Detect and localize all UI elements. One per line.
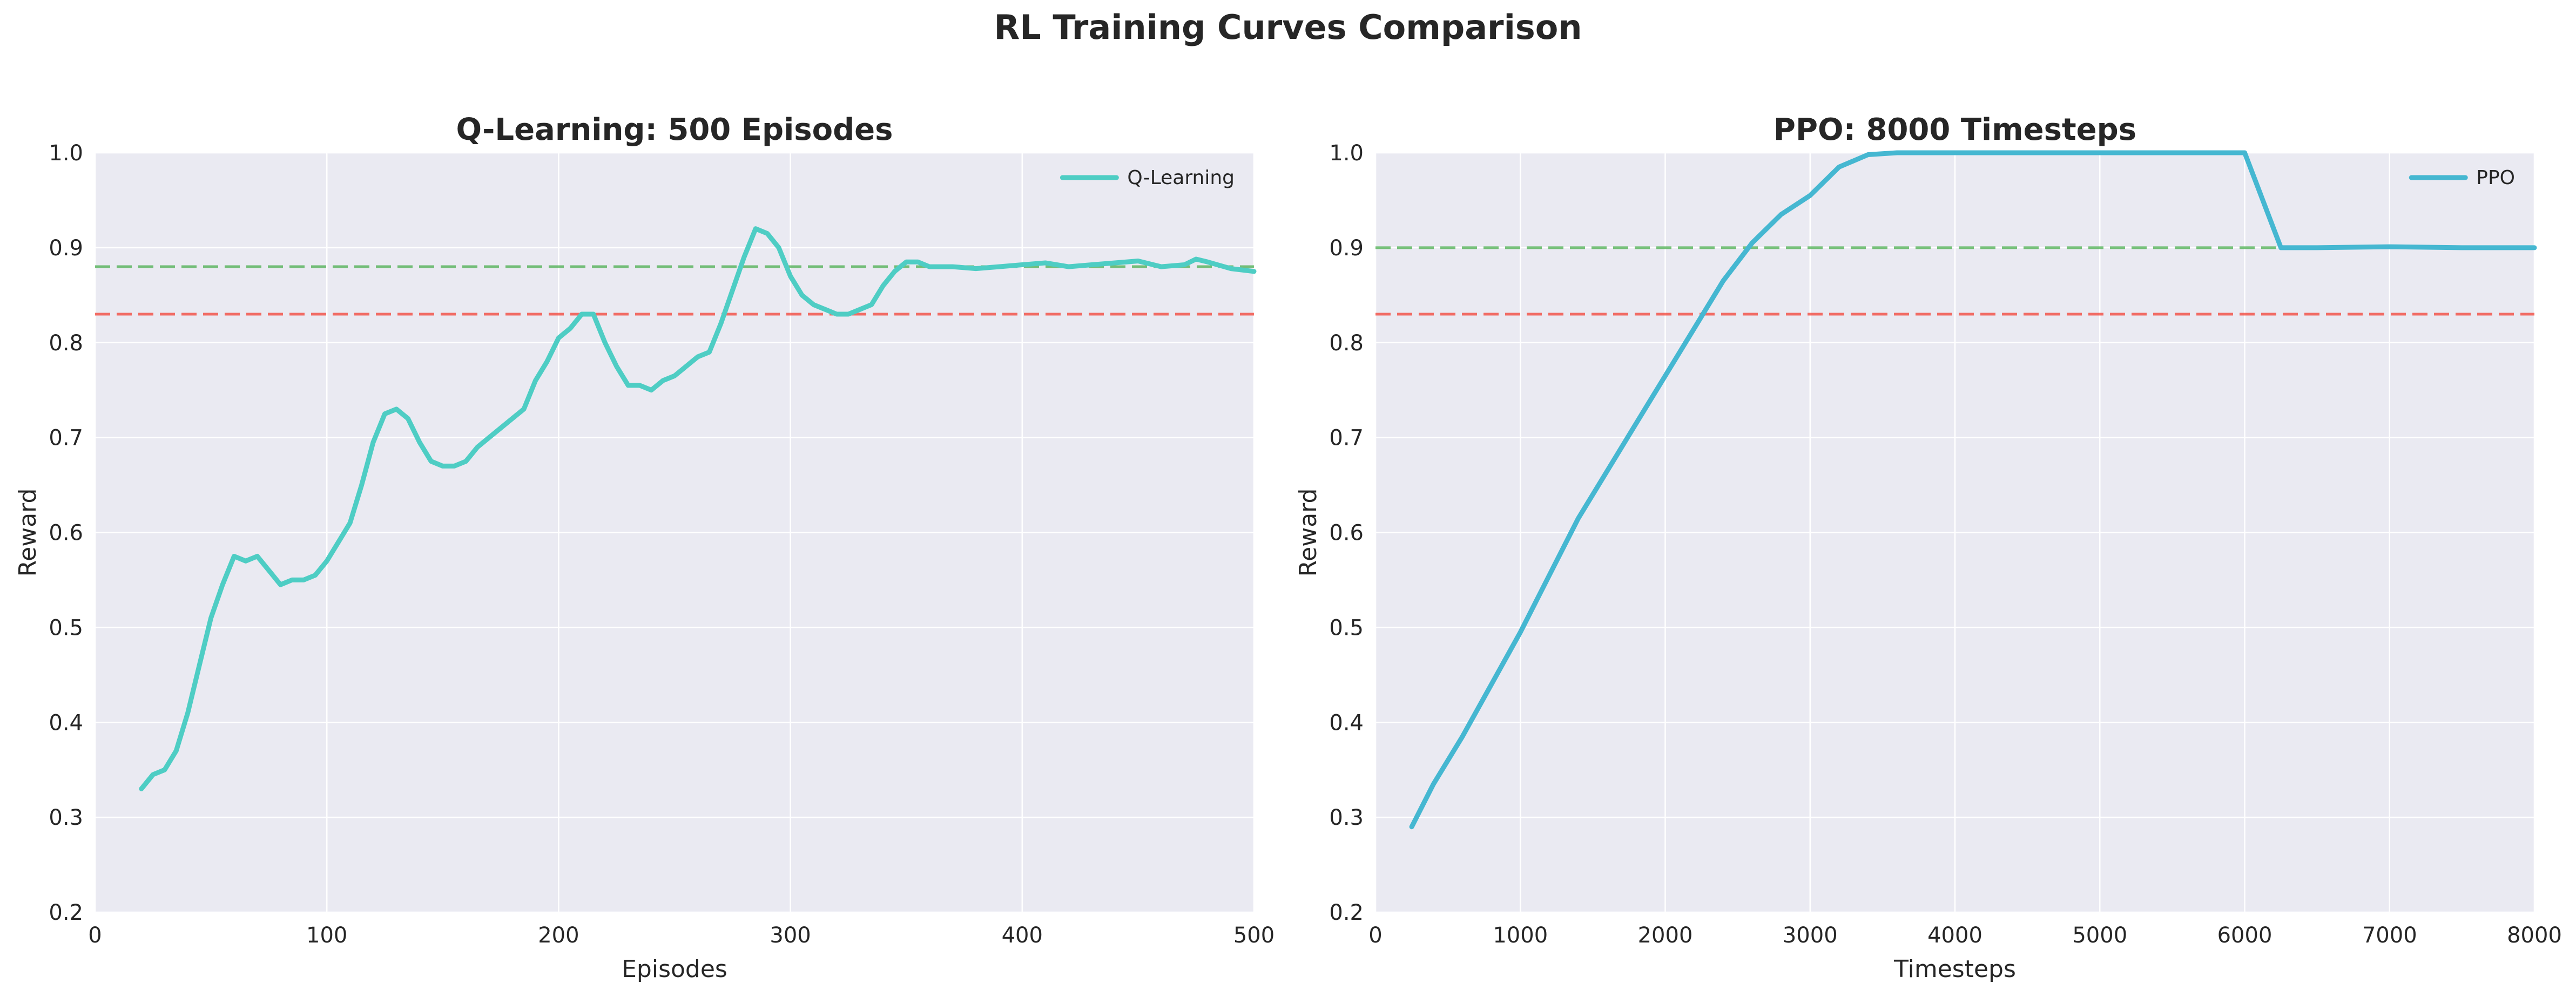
y-axis-label: Reward (1294, 489, 1322, 577)
x-tick-label: 7000 (2362, 923, 2417, 948)
chart-1: 0 100 200 300 400 500 0.2 0.3 0.4 0.5 0.6 0.7 0.8 0.9… (14, 112, 1274, 983)
x-tick-label: 3000 (1783, 923, 1838, 948)
x-tick-label: 300 (770, 923, 811, 948)
y-tick-label: 0.5 (49, 615, 83, 640)
y-tick-label: 0.3 (1329, 805, 1364, 830)
y-tick-label: 0.7 (1329, 426, 1364, 451)
y-tick-label: 0.2 (1329, 900, 1364, 925)
x-tick-label: 4000 (1927, 923, 1982, 948)
y-tick-label: 0.8 (49, 331, 83, 356)
x-tick-label: 200 (538, 923, 579, 948)
chart-title: Q-Learning: 500 Episodes (456, 112, 893, 147)
x-tick-label: 5000 (2072, 923, 2127, 948)
y-tick-label: 0.6 (1329, 521, 1364, 546)
figure-title: RL Training Curves Comparison (994, 8, 1582, 47)
x-tick-label: 8000 (2507, 923, 2562, 948)
x-tick-label: 0 (1368, 923, 1382, 948)
y-tick-label: 0.5 (1329, 615, 1364, 640)
y-tick-label: 0.7 (49, 426, 83, 451)
x-axis-label: Episodes (622, 955, 727, 983)
legend-label: PPO (2476, 167, 2515, 189)
y-tick-label: 0.9 (49, 236, 83, 261)
x-tick-label: 400 (1002, 923, 1043, 948)
y-tick-label: 1.0 (1329, 141, 1364, 166)
chart-2: 0 1000 2000 3000 4000 5000 6000 7000 8000 0.2 0.3 0… (1294, 112, 2562, 983)
x-tick-label: 500 (1233, 923, 1274, 948)
y-tick-label: 0.4 (1329, 710, 1364, 735)
x-tick-label: 6000 (2217, 923, 2272, 948)
x-axis-label: Timesteps (1893, 955, 2016, 983)
y-tick-label: 0.3 (49, 805, 83, 830)
x-tick-label: 0 (88, 923, 102, 948)
y-tick-label: 0.9 (1329, 236, 1364, 261)
y-axis-label: Reward (14, 489, 42, 577)
y-tick-label: 0.2 (49, 900, 83, 925)
x-tick-label: 100 (306, 923, 347, 948)
x-tick-label: 2000 (1638, 923, 1693, 948)
y-tick-label: 0.4 (49, 710, 83, 735)
y-tick-label: 1.0 (49, 141, 83, 166)
y-tick-label: 0.6 (49, 521, 83, 546)
legend-label: Q-Learning (1127, 167, 1235, 189)
series-line (139, 226, 1257, 791)
chart-title: PPO: 8000 Timesteps (1773, 112, 2136, 147)
y-tick-label: 0.8 (1329, 331, 1364, 356)
series-line (1409, 150, 2537, 830)
x-tick-label: 1000 (1493, 923, 1548, 948)
